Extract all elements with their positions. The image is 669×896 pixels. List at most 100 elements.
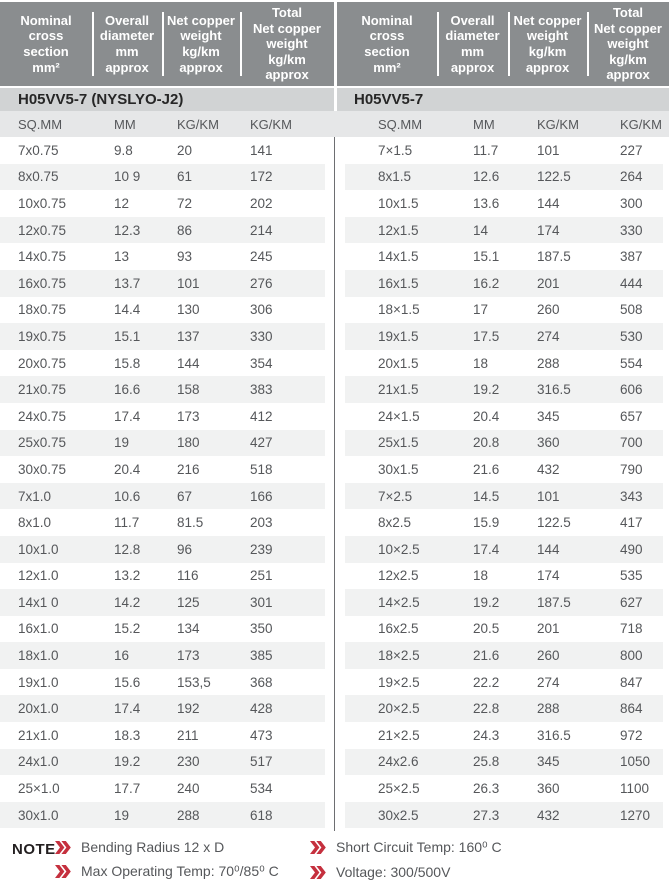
double-chevron-right-icon bbox=[55, 840, 71, 854]
note-text: Short Circuit Temp: 160⁰ C bbox=[336, 839, 502, 855]
note-text: Bending Radius 12 x D bbox=[81, 839, 225, 855]
cell-total-weight: 534 bbox=[250, 781, 273, 797]
table-row: 10x0.75 12 72 202 bbox=[0, 190, 325, 217]
cell-cross-section: 25×1.0 bbox=[18, 781, 60, 797]
cell-cross-section: 10×2.5 bbox=[378, 541, 420, 557]
table-row: 7×2.5 14.5 101 343 bbox=[345, 482, 663, 510]
cell-cross-section: 12x2.5 bbox=[378, 568, 419, 584]
cell-copper-weight: 122.5 bbox=[537, 169, 571, 185]
cell-total-weight: 972 bbox=[620, 727, 643, 743]
cell-copper-weight: 360 bbox=[537, 781, 560, 797]
cell-cross-section: 12x1.0 bbox=[18, 568, 59, 584]
column-header-cross-section: Nominal cross section mm² bbox=[361, 12, 413, 75]
cell-total-weight: 535 bbox=[620, 568, 643, 584]
cell-total-weight: 330 bbox=[620, 222, 643, 238]
table-row: 18×1.5 17 260 508 bbox=[345, 297, 663, 324]
header-divider bbox=[437, 12, 439, 76]
cell-total-weight: 427 bbox=[250, 435, 273, 451]
table-row: 16x1.0 15.2 134 350 bbox=[0, 616, 325, 643]
header-divider bbox=[162, 12, 164, 76]
cell-copper-weight: 240 bbox=[177, 781, 200, 797]
cell-copper-weight: 61 bbox=[177, 169, 193, 185]
cell-total-weight: 330 bbox=[250, 328, 273, 344]
table-row: 21x1.5 19.2 316.5 606 bbox=[345, 376, 663, 403]
cell-cross-section: 20×2.5 bbox=[378, 701, 420, 717]
cell-total-weight: 350 bbox=[250, 621, 273, 637]
cell-diameter: 14.4 bbox=[114, 302, 141, 318]
table-row: 8x0.75 10 9 61 172 bbox=[0, 163, 325, 191]
cell-copper-weight: 432 bbox=[537, 807, 560, 823]
cell-copper-weight: 96 bbox=[177, 541, 193, 557]
table-row: 30x2.5 27.3 432 1270 bbox=[345, 801, 663, 829]
cell-total-weight: 306 bbox=[250, 302, 273, 318]
cell-cross-section: 21x1.5 bbox=[378, 382, 419, 398]
cell-copper-weight: 134 bbox=[177, 621, 200, 637]
cell-total-weight: 800 bbox=[620, 648, 643, 664]
table-row: 24x2.6 25.8 345 1050 bbox=[345, 748, 663, 776]
cell-diameter: 13.6 bbox=[473, 195, 500, 211]
cell-cross-section: 19x1.0 bbox=[18, 674, 59, 690]
table-row: 16x0.75 13.7 101 276 bbox=[0, 269, 325, 297]
cell-cross-section: 19x1.5 bbox=[378, 328, 419, 344]
section-title-left: H05VV5-7 (NYSLYO-J2) bbox=[0, 88, 334, 111]
table-row: 19×2.5 22.2 274 847 bbox=[345, 669, 663, 696]
cell-total-weight: 412 bbox=[250, 408, 273, 424]
cell-total-weight: 245 bbox=[250, 249, 273, 265]
cell-cross-section: 30x1.0 bbox=[18, 807, 59, 823]
cell-diameter: 10 9 bbox=[114, 169, 141, 185]
cell-copper-weight: 288 bbox=[537, 701, 560, 717]
unit-kgkm: KG/KM bbox=[177, 116, 219, 132]
unit-sqmm: SQ.MM bbox=[378, 116, 423, 132]
cell-diameter: 13 bbox=[114, 249, 130, 265]
cell-cross-section: 10x1.0 bbox=[18, 541, 59, 557]
cell-diameter: 17 bbox=[473, 302, 489, 318]
cable-type-label: H05VV5-7 (NYSLYO-J2) bbox=[18, 91, 184, 108]
table-row: 8x1.0 11.7 81.5 203 bbox=[0, 509, 325, 536]
cell-diameter: 18.3 bbox=[114, 727, 141, 743]
cell-diameter: 16.2 bbox=[473, 275, 500, 291]
cell-cross-section: 12x0.75 bbox=[18, 222, 67, 238]
cell-diameter: 19.2 bbox=[473, 382, 500, 398]
cell-copper-weight: 345 bbox=[537, 754, 560, 770]
cell-diameter: 25.8 bbox=[473, 754, 500, 770]
cell-diameter: 14 bbox=[473, 222, 489, 238]
cell-total-weight: 276 bbox=[250, 275, 273, 291]
cell-copper-weight: 345 bbox=[537, 408, 560, 424]
cell-total-weight: 166 bbox=[250, 488, 273, 504]
cell-copper-weight: 81.5 bbox=[177, 515, 204, 531]
table-row: 25x1.5 20.8 360 700 bbox=[345, 429, 663, 457]
cell-total-weight: 172 bbox=[250, 169, 273, 185]
table-row: 7x1.0 10.6 67 166 bbox=[0, 482, 325, 510]
cell-cross-section: 19x0.75 bbox=[18, 328, 67, 344]
note-item: Short Circuit Temp: 160⁰ C bbox=[310, 839, 502, 856]
table-row: 14x1 0 14.2 125 301 bbox=[0, 589, 325, 616]
cell-total-weight: 343 bbox=[620, 488, 643, 504]
cell-copper-weight: 274 bbox=[537, 328, 560, 344]
cell-copper-weight: 192 bbox=[177, 701, 200, 717]
column-header-total-weight: Total Net copper weight kg/km approx bbox=[594, 5, 662, 83]
cell-copper-weight: 211 bbox=[177, 727, 199, 743]
table-row: 14x1.5 15.1 187.5 387 bbox=[345, 243, 663, 270]
table-row: 14×2.5 19.2 187.5 627 bbox=[345, 589, 663, 616]
cell-total-weight: 473 bbox=[250, 727, 273, 743]
cell-diameter: 15.1 bbox=[473, 249, 500, 265]
cell-copper-weight: 101 bbox=[537, 488, 560, 504]
cable-type-label: H05VV5-7 bbox=[354, 91, 424, 108]
cell-cross-section: 16x2.5 bbox=[378, 621, 419, 637]
cell-cross-section: 12x1.5 bbox=[378, 222, 419, 238]
table-row: 20x1.0 17.4 192 428 bbox=[0, 695, 325, 723]
cell-cross-section: 7x1.0 bbox=[18, 488, 52, 504]
table-row: 7x0.75 9.8 20 141 bbox=[0, 137, 325, 164]
cell-diameter: 14.2 bbox=[114, 594, 141, 610]
cell-copper-weight: 316.5 bbox=[537, 727, 571, 743]
cell-copper-weight: 174 bbox=[537, 222, 560, 238]
cell-cross-section: 16x1.5 bbox=[378, 275, 419, 291]
table-row: 12x1.5 14 174 330 bbox=[345, 216, 663, 244]
cell-cross-section: 24x1.0 bbox=[18, 754, 59, 770]
column-header-total-weight: Total Net copper weight kg/km approx bbox=[253, 5, 321, 83]
cell-diameter: 19.2 bbox=[114, 754, 141, 770]
table-row: 12x2.5 18 174 535 bbox=[345, 563, 663, 590]
cell-total-weight: 417 bbox=[620, 515, 643, 531]
table-row: 25×2.5 26.3 360 1100 bbox=[345, 775, 663, 802]
